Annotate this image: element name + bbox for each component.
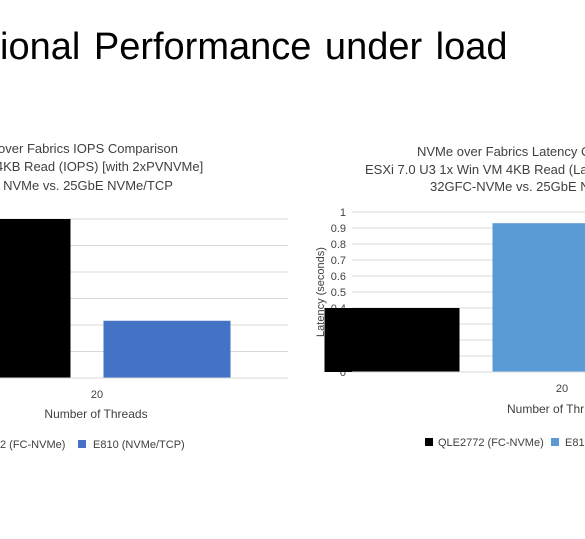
x-tick-label: 20 [556,383,568,395]
bar-2-fc-nvme [0,219,71,378]
bar-e810-nvme-tcp [103,320,231,378]
bar-qle2772-fc-nvme [324,308,460,372]
legend-swatch [78,440,86,448]
chart-title-line: ESXi 7.0 U3 1x Win VM 4KB Read (Late [365,162,585,177]
chart-title-line: 32GFC-NVMe vs. 25GbE N [430,179,585,194]
y-tick-label: 0.7 [331,255,346,267]
chart-title-line: NVMe vs. 25GbE NVMe/TCP [3,178,173,193]
y-tick-label: 0.5 [331,287,346,299]
y-tick-label: 1 [340,207,346,219]
chart-title-line: VM 4KB Read (IOPS) [with 2xPVNVMe] [0,159,203,174]
legend-label: E810 [565,437,585,449]
legend-label: 2 (FC-NVMe) [0,439,65,451]
bar-e810 [492,223,585,372]
y-axis-label: Latency (seconds) [315,247,327,337]
y-tick-label: 0.8 [331,239,346,251]
legend-swatch [425,438,433,446]
y-tick-label: 0 [340,367,346,379]
y-tick-label: 0.6 [331,271,346,283]
legend-swatch [551,438,559,446]
y-tick-label: 0.9 [331,223,346,235]
x-axis-title: Number of Threads [44,407,147,421]
slide-title: ional Performance under load [0,26,508,68]
legend-label: QLE2772 (FC-NVMe) [438,437,544,449]
chart-title-line: NVMe over Fabrics Latency C [417,144,585,159]
x-axis-title: Number of Thr [507,402,584,416]
legend-label: E810 (NVMe/TCP) [93,439,185,451]
chart-title-line: over Fabrics IOPS Comparison [0,141,178,156]
x-tick-label: 20 [91,389,103,401]
